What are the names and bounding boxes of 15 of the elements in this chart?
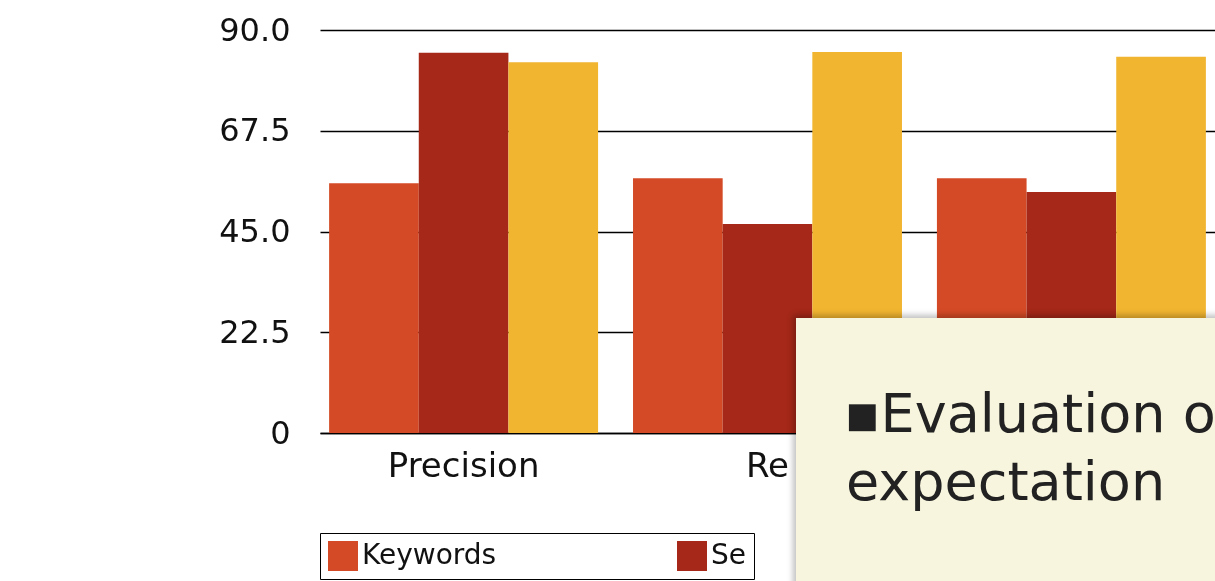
bar: [508, 62, 599, 433]
y-tick-label: 0: [270, 413, 291, 452]
legend-label: Keywords: [362, 538, 497, 571]
y-tick-label: 90.0: [219, 10, 291, 49]
y-tick-label: 45.0: [219, 212, 291, 250]
y-tick-label: 22.5: [219, 312, 291, 351]
y-tick-label: 67.5: [219, 111, 291, 150]
bar: [633, 178, 723, 433]
legend-label: Se: [711, 538, 746, 571]
annotation: ▪Evaluation o: [844, 381, 1215, 447]
x-tick-label: Precision: [387, 444, 540, 485]
text-box: ▪Evaluation o expectation: [796, 318, 1215, 581]
bar: [329, 183, 419, 433]
x-tick-label: Re: [745, 444, 790, 485]
bar: [418, 52, 509, 433]
